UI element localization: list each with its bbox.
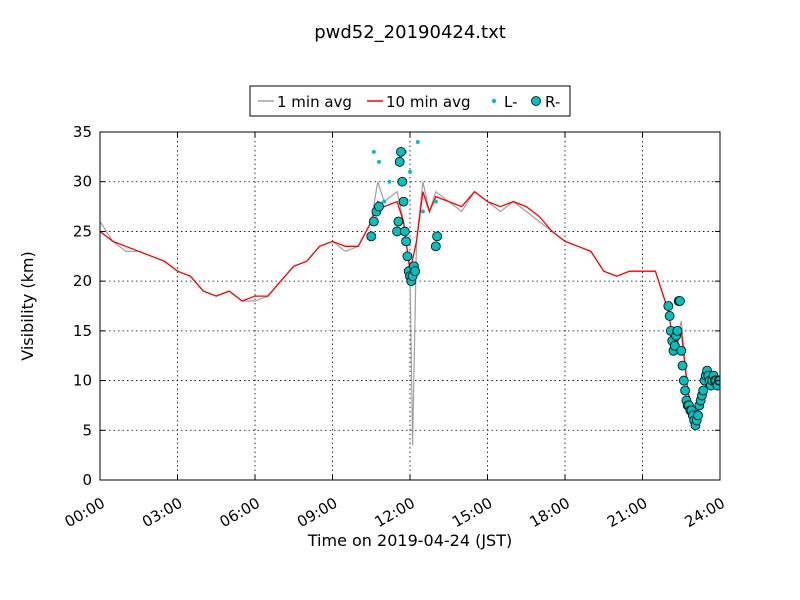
y-tick-label: 35 (73, 123, 92, 141)
data-point (663, 301, 674, 311)
legend-item: R- (531, 93, 560, 111)
data-point (433, 199, 438, 204)
data-point (382, 199, 387, 204)
y-tick-label: 10 (73, 372, 92, 390)
data-point (399, 226, 410, 237)
series-line (100, 190, 720, 418)
legend-label: 1 min avg (277, 93, 352, 111)
data-point (698, 385, 709, 396)
data-point (387, 179, 392, 184)
y-axis-label: Visibility (km) (18, 251, 37, 360)
legend-item: 1 min avg (258, 93, 352, 111)
data-point (401, 236, 412, 247)
legend-swatch (531, 96, 541, 106)
y-tick-label: 25 (73, 222, 92, 240)
data-point (680, 385, 691, 396)
data-point (393, 216, 404, 227)
legend-swatch (491, 98, 497, 104)
data-point (377, 159, 381, 164)
series-4 (366, 146, 720, 431)
ticks (99, 131, 721, 481)
legend-item: L- (491, 93, 518, 111)
series-2 (100, 190, 720, 418)
y-tick-label: 30 (73, 173, 92, 191)
data-point (693, 410, 703, 421)
data-point (396, 146, 406, 157)
y-tick-label: 5 (82, 421, 92, 439)
chart-title: pwd52_20190424.txt (314, 22, 506, 43)
legend-items: 1 min avg 10 min avg L- R- (258, 93, 560, 111)
data-point (669, 340, 680, 351)
data-point (394, 156, 405, 167)
data-point (676, 345, 687, 356)
y-tick-labels: 0 5 10 15 20 25 30 35 (73, 123, 92, 489)
y-tick-label: 20 (73, 272, 92, 290)
data-point (408, 169, 412, 174)
data-point (420, 209, 425, 214)
data-point (368, 216, 379, 227)
data-point (415, 139, 420, 144)
legend: 1 min avg 10 min avg L- R- (249, 85, 571, 117)
legend-label: L- (504, 93, 518, 111)
data-point (366, 231, 377, 242)
legend-label: 10 min avg (386, 93, 471, 111)
data-point (672, 325, 683, 336)
data-point (398, 196, 409, 207)
legend-item: 10 min avg (367, 93, 471, 111)
data-point (664, 311, 675, 321)
series-layer (100, 139, 720, 446)
legend-label: R- (545, 93, 560, 111)
x-axis-label: Time on 2019-04-24 (JST) (307, 531, 512, 550)
y-tick-label: 15 (73, 322, 92, 340)
y-tick-label: 0 (82, 471, 92, 489)
legend-box (249, 85, 571, 117)
data-point (410, 266, 421, 277)
data-point (371, 149, 376, 154)
data-point (432, 231, 443, 242)
data-point (678, 375, 689, 386)
data-point (677, 360, 688, 371)
data-point (675, 296, 685, 306)
data-point (430, 241, 441, 252)
plot-area (99, 131, 721, 481)
data-point (397, 176, 408, 187)
data-point (374, 201, 384, 212)
data-point (402, 251, 413, 262)
